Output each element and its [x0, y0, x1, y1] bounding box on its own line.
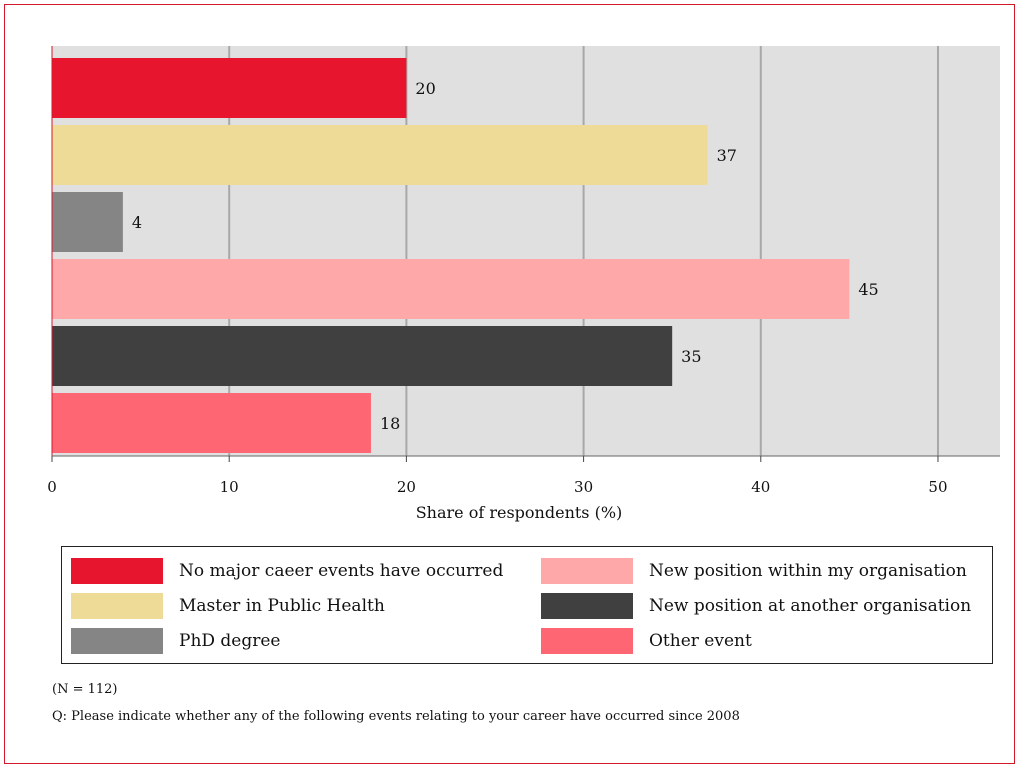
bar: [52, 58, 407, 118]
x-axis-title: Share of respondents (%): [416, 503, 623, 522]
bar: [52, 326, 673, 386]
legend: No major caeer events have occurred Maste…: [61, 546, 993, 664]
bar: [52, 259, 850, 319]
legend-label: Other event: [649, 631, 752, 651]
legend-swatch: [71, 628, 163, 654]
bar: [52, 125, 708, 185]
x-tick-label: 40: [751, 478, 770, 496]
legend-swatch: [71, 593, 163, 619]
legend-item: New position within my organisation: [541, 557, 967, 585]
legend-swatch: [71, 558, 163, 584]
legend-label: New position at another organisation: [649, 596, 972, 616]
legend-item: Master in Public Health: [71, 592, 385, 620]
bar-value-label: 20: [415, 79, 435, 98]
x-tick-label: 30: [574, 478, 593, 496]
legend-label: No major caeer events have occurred: [179, 561, 504, 581]
legend-label: PhD degree: [179, 631, 281, 651]
legend-swatch: [541, 558, 633, 584]
bar-chart: 20 37 4 45 35 18 0 10 20 30 40 50 Share of responden…: [47, 46, 1000, 522]
legend-item: No major caeer events have occurred: [71, 557, 503, 585]
legend-label: Master in Public Health: [179, 596, 385, 616]
legend-item: Other event: [541, 627, 752, 655]
bar: [52, 393, 371, 453]
legend-swatch: [541, 593, 633, 619]
legend-item: New position at another organisation: [541, 592, 971, 620]
bar-value-label: 37: [717, 146, 737, 165]
bar-value-label: 18: [380, 414, 400, 433]
x-tick-label: 50: [928, 478, 947, 496]
legend-label: New position within my organisation: [649, 561, 967, 581]
x-tick-label: 10: [220, 478, 239, 496]
bar-value-label: 4: [132, 213, 142, 232]
bar-value-label: 35: [681, 347, 701, 366]
legend-item: PhD degree: [71, 627, 281, 655]
bar-value-label: 45: [858, 280, 878, 299]
bar: [52, 192, 123, 252]
question-note: Q: Please indicate whether any of the fo…: [52, 709, 740, 724]
figure-frame: [4, 4, 1015, 764]
sample-size-note: (N = 112): [52, 682, 118, 697]
legend-swatch: [541, 628, 633, 654]
x-tick-label: 20: [397, 478, 416, 496]
x-tick-label: 0: [47, 478, 57, 496]
